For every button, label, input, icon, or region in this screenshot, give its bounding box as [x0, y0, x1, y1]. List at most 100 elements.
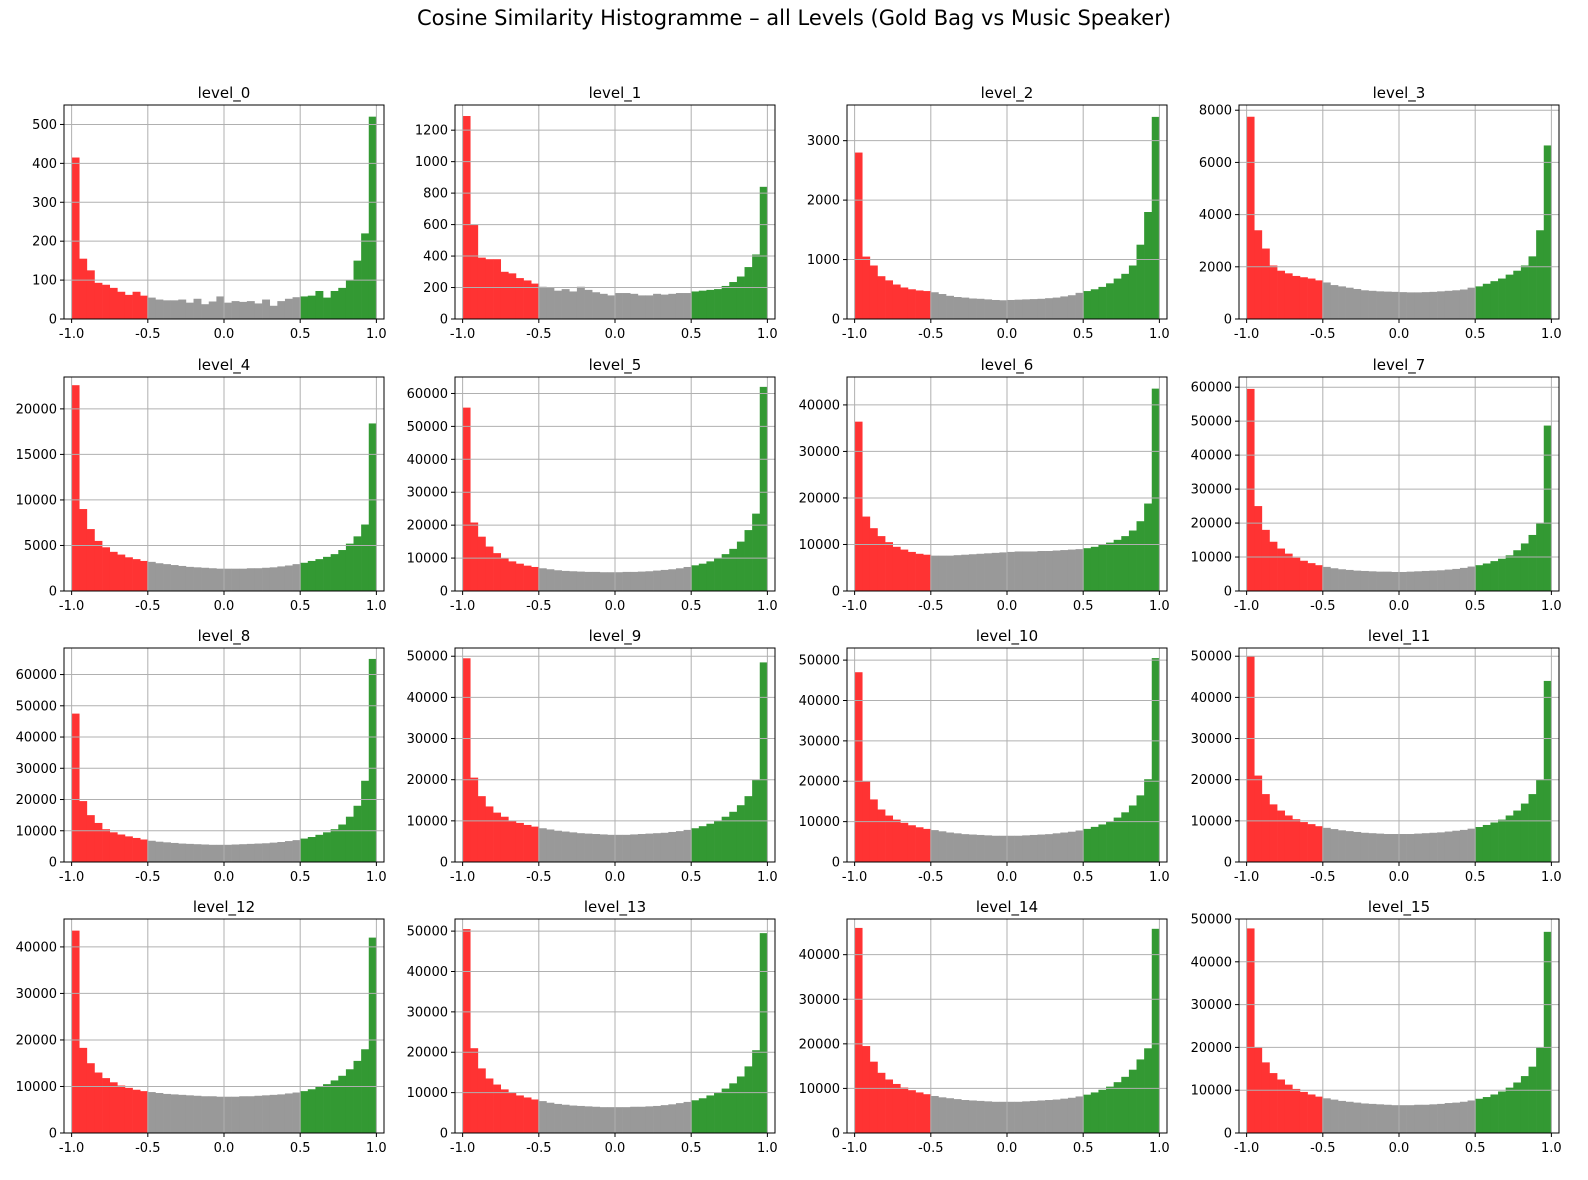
histogram-bar [599, 834, 608, 862]
histogram-bar [345, 543, 354, 591]
histogram-bar [1368, 833, 1377, 862]
histogram-bar [984, 553, 993, 591]
histogram-bar [1144, 1048, 1153, 1133]
histogram-bar [338, 1075, 347, 1133]
histogram-bar [907, 1090, 916, 1133]
histogram-bar [102, 547, 111, 591]
histogram-bar [246, 568, 255, 591]
x-tick-label: 0.5 [1465, 870, 1486, 885]
y-tick-label: 0 [832, 856, 840, 871]
histogram-bar [1505, 815, 1514, 862]
x-tick-label: 1.0 [1149, 870, 1170, 885]
histogram-bar [714, 1092, 722, 1133]
x-tick-label: -1.0 [450, 870, 475, 885]
histogram-bar [109, 1082, 118, 1133]
histogram-bar [1090, 1092, 1099, 1133]
histogram-bar [338, 824, 347, 862]
histogram-bar [462, 929, 471, 1133]
histogram-bar [185, 302, 194, 319]
histogram-bar [515, 278, 524, 319]
y-tick-label: 50000 [1191, 913, 1232, 928]
histogram-bar [729, 811, 738, 862]
histogram-bar [938, 831, 947, 862]
histogram-bar [300, 296, 309, 319]
histogram-bar [1513, 270, 1522, 319]
histogram-bar [968, 1100, 977, 1133]
x-tick-label: 0.5 [1073, 599, 1094, 614]
y-tick-label: 10000 [1191, 1084, 1232, 1099]
histogram-bar [653, 293, 662, 319]
histogram-bar [500, 1089, 509, 1133]
histogram-bar [1067, 1097, 1076, 1133]
x-tick-label: 0.5 [681, 1141, 702, 1156]
x-tick-label: 0.0 [605, 327, 626, 342]
x-tick-label: 1.0 [757, 327, 778, 342]
histogram-bar [477, 257, 486, 319]
histogram-bar [854, 152, 863, 319]
histogram-bar [1338, 569, 1346, 591]
histogram-bar [94, 822, 103, 862]
histogram-bar [938, 294, 947, 319]
histogram-bar [569, 291, 578, 319]
y-tick-label: 30000 [407, 732, 448, 747]
y-tick-label: 200 [32, 235, 57, 250]
histogram-bar [493, 259, 502, 319]
histogram-bar [1029, 551, 1038, 591]
histogram-bar [561, 570, 570, 591]
histogram-bar [155, 1092, 164, 1133]
y-tick-label: 0 [440, 585, 448, 600]
histogram-bar [1022, 835, 1031, 862]
histogram-bar [109, 551, 118, 591]
y-tick-label: 50000 [1191, 415, 1232, 430]
histogram-bar [124, 836, 133, 862]
histogram-bar [277, 301, 286, 319]
histogram-bar [691, 291, 700, 319]
histogram-bar [231, 844, 240, 862]
histogram-bar [1254, 230, 1263, 319]
histogram-bar [1368, 571, 1377, 591]
histogram-bar [615, 834, 623, 862]
y-tick-label: 30000 [407, 486, 448, 501]
histogram-bar [1037, 1100, 1046, 1133]
histogram-bar [1136, 795, 1145, 862]
histogram-bar [1330, 1099, 1339, 1133]
histogram-bar [752, 1050, 761, 1133]
y-tick-label: 30000 [799, 993, 840, 1008]
histogram-bar [254, 1095, 263, 1133]
histogram-bar [1360, 1103, 1369, 1133]
histogram-bar [94, 282, 103, 319]
histogram-bar [1269, 265, 1278, 319]
histogram-bar [930, 292, 939, 319]
histogram-bar [1315, 826, 1324, 862]
subplot-level-9: -1.0 -0.5 0.0 0.5 1.0 0 10000 20000 30000 40000 50… [407, 627, 778, 885]
histogram-bar [1045, 1100, 1054, 1133]
histogram-bar [561, 831, 570, 862]
y-tick-label: 30000 [407, 1005, 448, 1020]
histogram-bar [675, 293, 684, 319]
histogram-bar [938, 1097, 947, 1133]
histogram-bar [1284, 1084, 1293, 1133]
histogram-bar [615, 293, 623, 319]
histogram-bar [607, 834, 616, 862]
histogram-bar [94, 1072, 103, 1133]
histogram-bar [1353, 570, 1362, 591]
histogram-bar [1376, 833, 1385, 862]
histogram-bar [668, 1104, 677, 1133]
histogram-bar [208, 301, 217, 319]
y-tick-label: 10000 [1191, 551, 1232, 566]
x-tick-label: -0.5 [135, 599, 160, 614]
histogram-bar [1144, 212, 1153, 319]
histogram-bar [984, 1101, 993, 1133]
histogram-bar [79, 1047, 88, 1133]
y-tick-label: 30000 [1191, 483, 1232, 498]
y-tick-label: 0 [832, 1127, 840, 1142]
histogram-bar [885, 1079, 894, 1133]
histogram-bar [1444, 569, 1453, 591]
histogram-bar [1121, 536, 1130, 591]
histogram-bar [1246, 388, 1255, 591]
histogram-bar [599, 293, 608, 319]
histogram-bar [1090, 289, 1099, 319]
histogram-bar [1014, 551, 1023, 591]
histogram-bar [721, 816, 730, 862]
histogram-bar [1452, 830, 1461, 862]
